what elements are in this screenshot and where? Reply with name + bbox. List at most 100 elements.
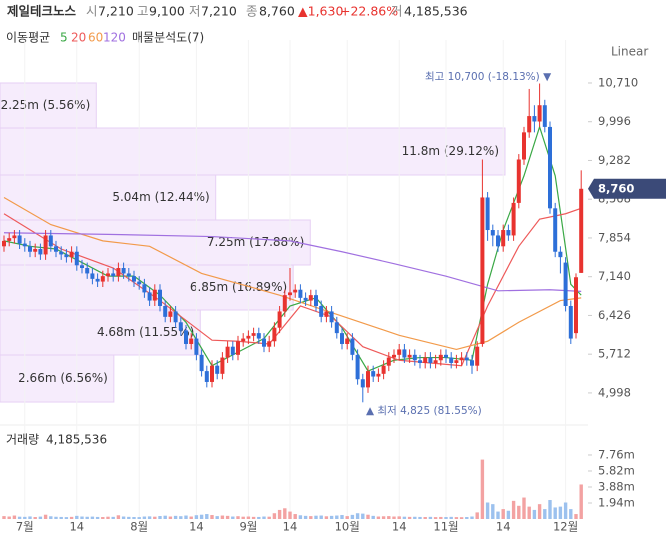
candle-body [522, 132, 526, 160]
candle-body [241, 338, 246, 342]
candle-body [423, 357, 428, 363]
y-tick-label: 5.82m [598, 463, 635, 477]
profile-bar [0, 309, 201, 356]
profile-label: 2.25m (5.56%) [1, 98, 91, 112]
x-tick-label: 12월 [553, 520, 578, 534]
candle-body [501, 230, 506, 247]
volume-bar [215, 516, 219, 519]
volume-bar [428, 516, 433, 519]
x-tick-label: 14 [189, 520, 204, 534]
volume-bar [2, 516, 6, 519]
candle-body [340, 333, 344, 344]
volume-bar [480, 459, 485, 519]
candle-body [43, 235, 48, 255]
x-tick-label: 9월 [239, 520, 257, 534]
candle-body [485, 197, 490, 231]
candle-body [418, 360, 422, 363]
volume-bar [579, 484, 583, 519]
stat-label: 고 [137, 4, 149, 19]
candle-body [64, 254, 69, 258]
volume-bar [158, 516, 162, 519]
candle-body [293, 289, 298, 293]
candle-body [54, 246, 58, 252]
candle-body [69, 251, 74, 258]
profile-bar [0, 264, 294, 311]
volume-bar [153, 516, 157, 519]
candle-body [272, 327, 277, 342]
volume-bar [251, 516, 256, 519]
candle-body [480, 197, 485, 344]
volume-bar [142, 516, 147, 519]
candle-body [334, 322, 339, 334]
volume-bar [194, 515, 199, 519]
volume-bar [543, 509, 547, 519]
candle-body [116, 268, 121, 277]
change: ▲1,630 [298, 4, 343, 19]
legend-entry: 120 [103, 31, 126, 45]
volume-bar [33, 517, 37, 519]
x-tick-label: 11월 [433, 520, 458, 534]
candle-body [433, 360, 438, 363]
x-tick-label: 7월 [16, 520, 34, 534]
y-tick-label: 4,998 [598, 385, 631, 399]
volume-bar [418, 516, 422, 519]
candle-body [142, 284, 147, 293]
stat-label: 저 [189, 4, 201, 19]
candle-body [537, 105, 542, 122]
volume-bar [475, 512, 479, 519]
volume-bar [220, 515, 225, 519]
candle-body [444, 354, 448, 358]
volume-bar [163, 515, 167, 519]
ma-label[interactable]: 이동평균 [6, 31, 50, 45]
volume-bar [574, 514, 578, 519]
candle-body [220, 357, 225, 374]
volume-bar [387, 516, 391, 519]
stat-value: 7,210 [98, 4, 134, 19]
volume-bar [116, 515, 121, 519]
volume-bar [433, 517, 438, 519]
candle-body [319, 305, 324, 317]
volume-bar [532, 509, 537, 519]
y-tick-label: 7.76m [598, 447, 635, 461]
legend-entry: 20 [71, 31, 86, 45]
candle-body [288, 292, 292, 296]
candle-body [256, 333, 261, 339]
candle-body [199, 354, 204, 372]
scale-toggle[interactable]: Linear [611, 45, 648, 59]
candle-body [527, 116, 532, 133]
volume-bar [423, 517, 427, 519]
candle-body [381, 365, 386, 374]
candle-body [230, 346, 235, 355]
volume-bar [314, 515, 318, 519]
profile-label: 6.85m (16.89%) [190, 280, 287, 294]
volume-bar [236, 516, 240, 519]
volume-bar [444, 517, 448, 519]
profile-label[interactable]: 매물분석도(7) [132, 31, 204, 45]
x-tick-label: 14 [392, 520, 407, 534]
volume-bar [381, 516, 386, 519]
volume-bar [345, 516, 349, 519]
candle-body [28, 246, 32, 252]
volume-bar [38, 516, 43, 519]
candle-body [2, 240, 6, 247]
volume-bar [80, 516, 84, 519]
volume-bar [69, 516, 74, 519]
candle-body [33, 249, 38, 252]
candle-body [251, 333, 256, 336]
volume-latest: 4,185,536 [46, 433, 107, 447]
volume-bar [132, 517, 136, 519]
candle-body [100, 276, 105, 282]
volume-bar [569, 509, 573, 519]
candle-body [558, 251, 563, 258]
legend-entry: 60 [88, 31, 103, 45]
candle-body [95, 278, 100, 282]
volume-bar [319, 515, 323, 519]
stock-name: 제일테크노스 [7, 4, 77, 19]
candle-body [360, 379, 365, 388]
last-price-box [588, 178, 666, 199]
profile-label: 11.8m (29.12%) [402, 144, 499, 158]
candle-body [277, 311, 282, 328]
candle-body [173, 311, 178, 323]
candle-body [386, 357, 391, 366]
volume-bar [335, 515, 339, 519]
